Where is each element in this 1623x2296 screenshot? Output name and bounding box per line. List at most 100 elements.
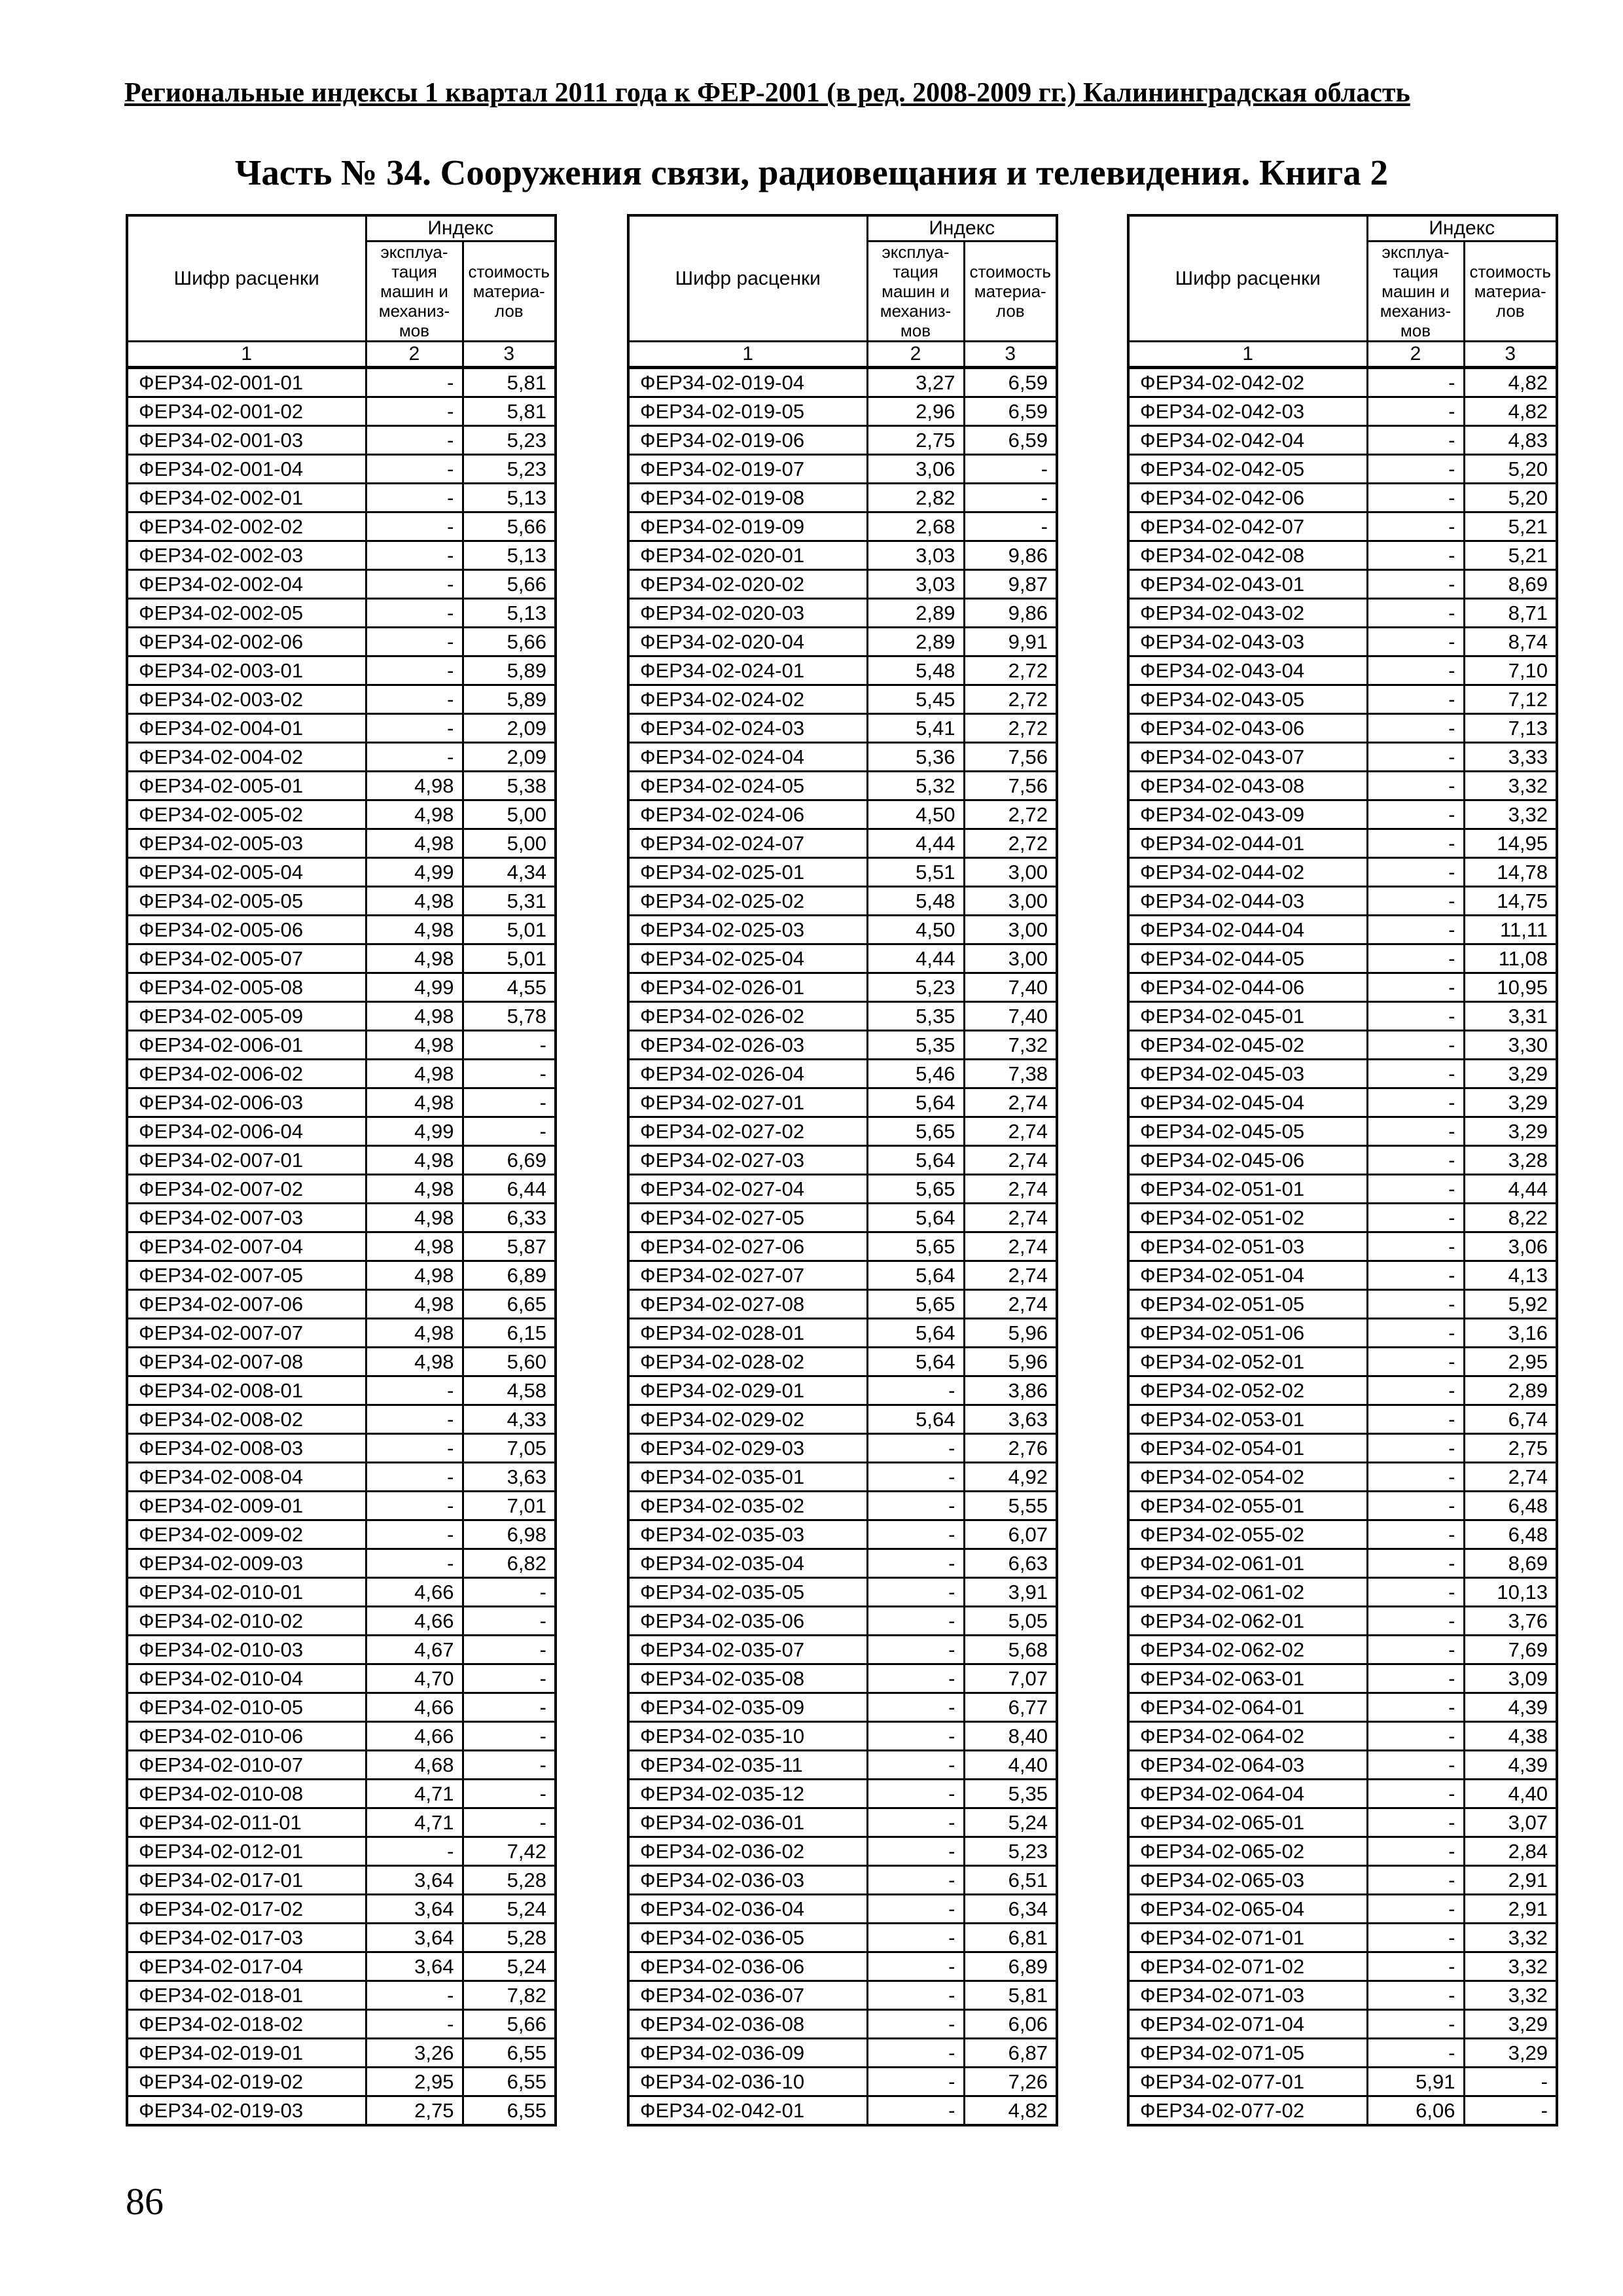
value-cell: - xyxy=(1366,1749,1465,1780)
value-cell: - xyxy=(1366,1922,1465,1953)
code-cell: ФЕР34-02-010-07 xyxy=(126,1749,367,1780)
value-cell: - xyxy=(1366,367,1465,398)
table-row: ФЕР34-02-052-02-2,89 xyxy=(1127,1375,1558,1406)
code-cell: ФЕР34-02-003-01 xyxy=(126,655,367,686)
value-cell: - xyxy=(1366,1577,1465,1607)
code-cell: ФЕР34-02-055-01 xyxy=(1127,1490,1368,1521)
value-cell: - xyxy=(1366,1490,1465,1521)
table-row: ФЕР34-02-044-04-11,11 xyxy=(1127,914,1558,945)
code-cell: ФЕР34-02-062-01 xyxy=(1127,1605,1368,1636)
value-cell: 6,74 xyxy=(1463,1404,1558,1435)
value-cell: - xyxy=(1366,569,1465,600)
value-cell: - xyxy=(461,1721,557,1751)
value-cell: - xyxy=(866,1433,965,1463)
code-cell: ФЕР34-02-051-04 xyxy=(1127,1260,1368,1291)
table-row: ФЕР34-02-025-01 5,51 3,00 xyxy=(627,857,1058,888)
code-cell: ФЕР34-02-019-05 xyxy=(627,396,868,427)
value-cell: - xyxy=(866,1548,965,1579)
value-cell: 5,89 xyxy=(461,655,557,686)
code-cell: ФЕР34-02-077-02 xyxy=(1127,2095,1368,2126)
code-cell: ФЕР34-02-051-06 xyxy=(1127,1318,1368,1348)
page-number: 86 xyxy=(126,2180,164,2223)
value-cell: 8,69 xyxy=(1463,569,1558,600)
value-cell: 7,10 xyxy=(1463,655,1558,686)
value-cell: 7,42 xyxy=(461,1836,557,1867)
code-cell: ФЕР34-02-044-04 xyxy=(1127,914,1368,945)
table-row: ФЕР34-02-044-02-14,78 xyxy=(1127,857,1558,888)
table-row: ФЕР34-02-054-02-2,74 xyxy=(1127,1462,1558,1492)
value-cell: 7,07 xyxy=(963,1663,1058,1694)
value-cell: 5,87 xyxy=(461,1231,557,1262)
value-cell: - xyxy=(1366,1721,1465,1751)
table-row: ФЕР34-02-044-01-14,95 xyxy=(1127,828,1558,859)
code-cell: ФЕР34-02-043-05 xyxy=(1127,684,1368,715)
table-row: ФЕР34-02-003-02-5,89 xyxy=(126,684,557,715)
table-row: ФЕР34-02-020-04 2,89 9,91 xyxy=(627,626,1058,657)
table-row: ФЕР34-02-036-10-7,26 xyxy=(627,2066,1058,2097)
code-cell: ФЕР34-02-001-02 xyxy=(126,396,367,427)
value-cell: 5,31 xyxy=(461,886,557,916)
value-cell: 4,34 xyxy=(461,857,557,888)
code-cell: ФЕР34-02-001-01 xyxy=(126,367,367,398)
value-cell: 4,98 xyxy=(365,828,464,859)
value-cell: - xyxy=(1366,454,1465,484)
column-header-machines: эксплуа- тация машин и механиз- мов xyxy=(365,240,464,342)
value-cell: 6,69 xyxy=(461,1145,557,1175)
table-row: ФЕР34-02-017-04 3,64 5,24 xyxy=(126,1951,557,1982)
value-cell: 3,00 xyxy=(963,943,1058,974)
value-cell: 5,28 xyxy=(461,1865,557,1895)
table-row: ФЕР34-02-043-09-3,32 xyxy=(1127,799,1558,830)
value-cell: 3,29 xyxy=(1463,2037,1558,2068)
code-cell: ФЕР34-02-064-04 xyxy=(1127,1778,1368,1809)
table-row: ФЕР34-02-020-02 3,03 9,87 xyxy=(627,569,1058,600)
value-cell: 2,74 xyxy=(963,1202,1058,1233)
document-header: Региональные индексы 1 квартал 2011 года… xyxy=(124,78,1410,108)
value-cell: 4,92 xyxy=(963,1462,1058,1492)
value-cell: 3,00 xyxy=(963,857,1058,888)
table-row: ФЕР34-02-035-03-6,07 xyxy=(627,1519,1058,1550)
code-cell: ФЕР34-02-006-02 xyxy=(126,1058,367,1089)
code-cell: ФЕР34-02-035-05 xyxy=(627,1577,868,1607)
value-cell: - xyxy=(1366,1807,1465,1838)
value-cell: 10,13 xyxy=(1463,1577,1558,1607)
table-row: ФЕР34-02-035-12-5,35 xyxy=(627,1778,1058,1809)
table-row: ФЕР34-02-052-01-2,95 xyxy=(1127,1346,1558,1377)
table-row: ФЕР34-02-010-01 4,66- xyxy=(126,1577,557,1607)
table-row: ФЕР34-02-035-06-5,05 xyxy=(627,1605,1058,1636)
value-cell: 4,40 xyxy=(963,1749,1058,1780)
table-row: ФЕР34-02-006-04 4,99- xyxy=(126,1116,557,1147)
value-cell: - xyxy=(1366,684,1465,715)
table-row: ФЕР34-02-024-01 5,48 2,72 xyxy=(627,655,1058,686)
value-cell: 4,98 xyxy=(365,943,464,974)
value-cell: 3,09 xyxy=(1463,1663,1558,1694)
table-row: ФЕР34-02-029-01-3,86 xyxy=(627,1375,1058,1406)
code-cell: ФЕР34-02-025-01 xyxy=(627,857,868,888)
value-cell: 4,40 xyxy=(1463,1778,1558,1809)
table-row: ФЕР34-02-035-09-6,77 xyxy=(627,1692,1058,1723)
code-cell: ФЕР34-02-007-04 xyxy=(126,1231,367,1262)
table-row: ФЕР34-02-006-01 4,98- xyxy=(126,1030,557,1060)
code-cell: ФЕР34-02-036-09 xyxy=(627,2037,868,2068)
value-cell: - xyxy=(1366,626,1465,657)
table-row: ФЕР34-02-028-02 5,64 5,96 xyxy=(627,1346,1058,1377)
value-cell: - xyxy=(866,1605,965,1636)
code-cell: ФЕР34-02-020-04 xyxy=(627,626,868,657)
code-cell: ФЕР34-02-036-06 xyxy=(627,1951,868,1982)
code-cell: ФЕР34-02-004-01 xyxy=(126,713,367,744)
table-row: ФЕР34-02-017-02 3,64 5,24 xyxy=(126,1893,557,1924)
table-row: ФЕР34-02-044-05-11,08 xyxy=(1127,943,1558,974)
value-cell: 5,78 xyxy=(461,1001,557,1031)
code-cell: ФЕР34-02-035-03 xyxy=(627,1519,868,1550)
value-cell: - xyxy=(866,1634,965,1665)
value-cell: 2,72 xyxy=(963,799,1058,830)
table-row: ФЕР34-02-027-04 5,65 2,74 xyxy=(627,1174,1058,1204)
code-cell: ФЕР34-02-045-04 xyxy=(1127,1087,1368,1118)
table-row: ФЕР34-02-036-06-6,89 xyxy=(627,1951,1058,1982)
code-cell: ФЕР34-02-024-07 xyxy=(627,828,868,859)
table-row: ФЕР34-02-071-04-3,29 xyxy=(1127,2009,1558,2039)
value-cell: 5,64 xyxy=(866,1346,965,1377)
code-cell: ФЕР34-02-002-02 xyxy=(126,511,367,542)
value-cell: 4,66 xyxy=(365,1577,464,1607)
value-cell: 4,98 xyxy=(365,1346,464,1377)
code-cell: ФЕР34-02-026-02 xyxy=(627,1001,868,1031)
